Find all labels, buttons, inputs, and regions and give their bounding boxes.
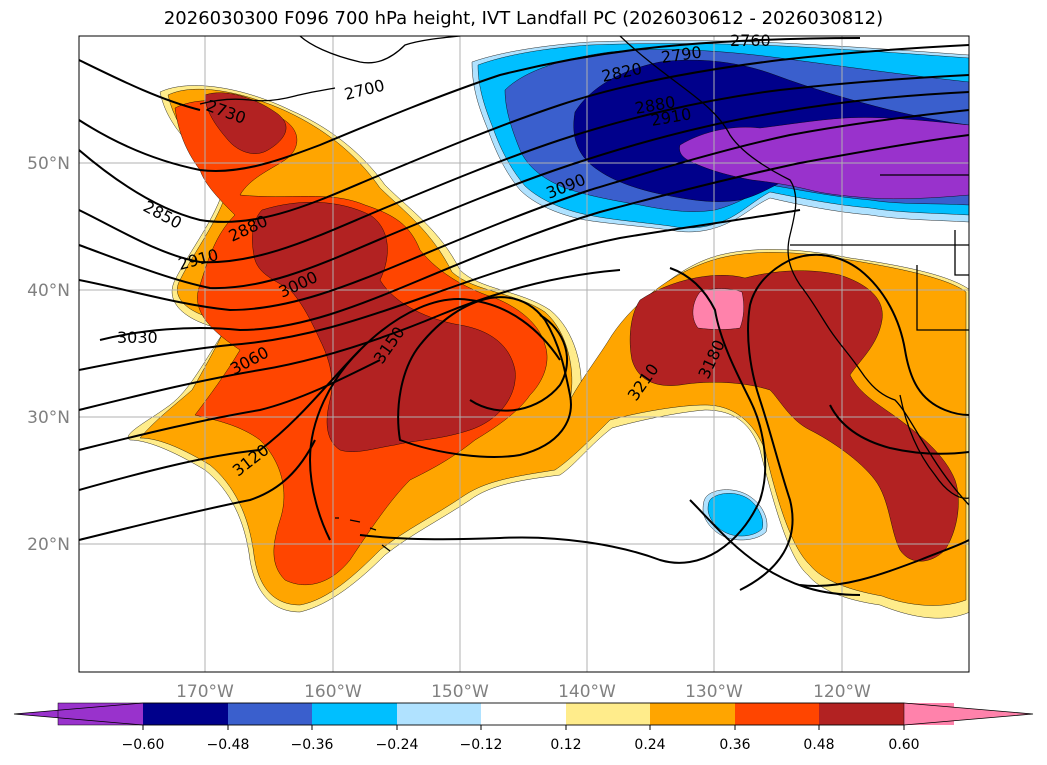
lon-label-140w: 140°W <box>558 682 616 702</box>
map-frame <box>78 35 970 673</box>
colorbar-extend-right <box>904 703 1033 725</box>
graticule <box>79 36 969 672</box>
height-contours <box>79 37 969 596</box>
colorbar-tick-p060: 0.60 <box>888 737 919 753</box>
colorbar-seg-7 <box>566 703 650 725</box>
colorbar-seg-3 <box>228 703 312 725</box>
lon-label-130w: 130°W <box>685 682 743 702</box>
colorbar-seg-2 <box>143 703 228 725</box>
colorbar-seg-4 <box>312 703 397 725</box>
lat-labels: 50°N 40°N 30°N 20°N <box>27 154 70 555</box>
colorbar-tick-p036: 0.36 <box>719 737 750 753</box>
map-title: 2026030300 F096 700 hPa height, IVT Land… <box>163 8 884 29</box>
lon-label-160w: 160°W <box>304 682 362 702</box>
lon-label-170w: 170°W <box>176 682 234 702</box>
colorbar-seg-5 <box>397 703 481 725</box>
colorbar-tick-m012: −0.12 <box>460 737 503 753</box>
lon-labels: 170°W 160°W 150°W 140°W 130°W 120°W <box>176 682 871 702</box>
lat-label-20n: 20°N <box>27 535 70 555</box>
colorbar-tick-m048: −0.48 <box>207 737 250 753</box>
lat-label-50n: 50°N <box>27 154 70 174</box>
ivt-fill-048-west <box>204 92 287 154</box>
coastlines <box>199 36 969 552</box>
colorbar-seg-9 <box>735 703 819 725</box>
contour-label-2760: 2760 <box>730 31 771 50</box>
colorbar-seg-6 <box>481 703 566 725</box>
lon-label-120w: 120°W <box>813 682 871 702</box>
colorbar-seg-8 <box>650 703 735 725</box>
ivt-shading <box>127 40 969 619</box>
lon-label-150w: 150°W <box>431 682 489 702</box>
colorbar-tick-m060: −0.60 <box>122 737 165 753</box>
colorbar-tick-p024: 0.24 <box>634 737 665 753</box>
lat-label-40n: 40°N <box>27 281 70 301</box>
contour-label-3030: 3030 <box>117 328 158 347</box>
ivt-fill-060-east <box>692 288 744 330</box>
lat-label-30n: 30°N <box>27 408 70 428</box>
colorbar-tick-p012: 0.12 <box>550 737 581 753</box>
ivt-fill-m024-blob <box>707 493 763 537</box>
colorbar-seg-10 <box>819 703 904 725</box>
colorbar-tick-p048: 0.48 <box>803 737 834 753</box>
colorbar: −0.60 −0.48 −0.36 −0.24 −0.12 0.12 0.24 … <box>13 702 1034 753</box>
colorbar-tick-m036: −0.36 <box>291 737 334 753</box>
colorbar-tick-m024: −0.24 <box>376 737 419 753</box>
